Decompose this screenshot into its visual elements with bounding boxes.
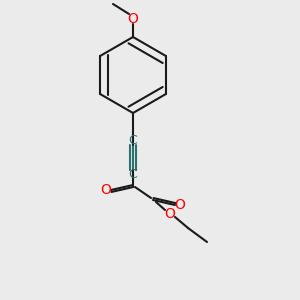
Text: O: O: [100, 183, 111, 197]
Text: O: O: [165, 207, 176, 221]
Text: C: C: [129, 169, 137, 182]
Text: O: O: [128, 12, 138, 26]
Text: O: O: [175, 198, 185, 212]
Text: C: C: [129, 134, 137, 146]
